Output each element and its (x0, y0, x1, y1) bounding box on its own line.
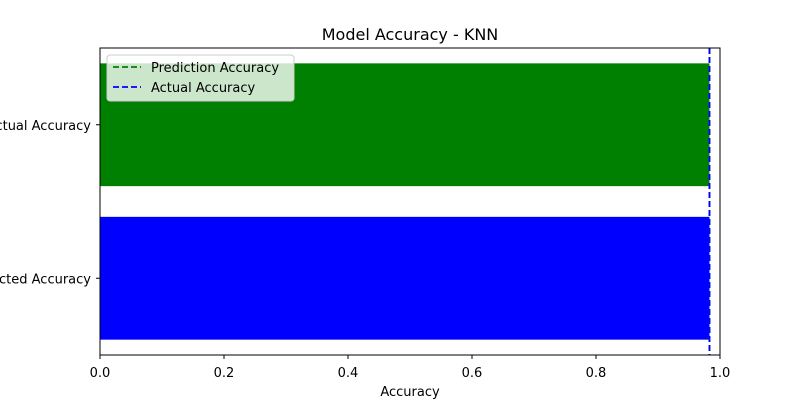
plot-frame (99, 47, 721, 356)
legend: Prediction Accuracy Actual Accuracy (106, 54, 295, 102)
legend-box (106, 54, 295, 102)
y-axis: Predicted Accuracy Actual Accuracy (0, 119, 100, 287)
x-tick-label: 0.8 (586, 366, 607, 381)
x-axis-label: Accuracy (380, 385, 440, 400)
x-tick-label: 0.2 (214, 366, 235, 381)
x-axis: 0.0 0.2 0.4 0.6 0.8 1.0 (90, 355, 731, 381)
bars-layer (100, 63, 710, 340)
x-tick-label: 0.6 (462, 366, 483, 381)
x-tick-label: 1.0 (710, 366, 731, 381)
y-tick-label: Predicted Accuracy (0, 272, 91, 287)
legend-label: Actual Accuracy (151, 81, 256, 96)
legend-label: Prediction Accuracy (151, 61, 279, 76)
chart-title: Model Accuracy - KNN (322, 25, 499, 44)
x-tick-label: 0.0 (90, 366, 111, 381)
bar-0 (100, 216, 710, 340)
x-tick-label: 0.4 (338, 366, 359, 381)
y-tick-label: Actual Accuracy (0, 119, 91, 134)
